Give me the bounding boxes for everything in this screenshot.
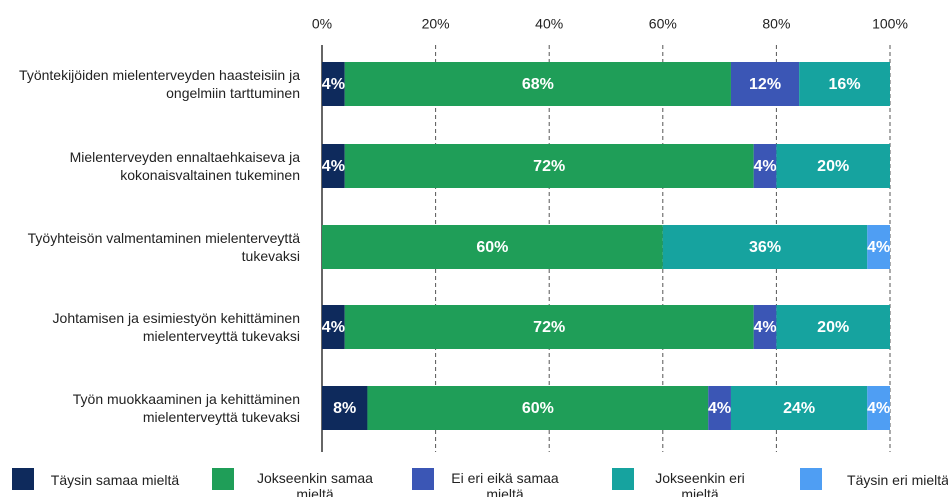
x-tick-label: 40% xyxy=(535,16,563,32)
category-label: Työyhteisön valmentaminen mielenterveytt… xyxy=(27,230,300,264)
bar-segment xyxy=(367,386,709,430)
legend-label: Ei eri eikä samaa mieltä xyxy=(451,470,559,497)
bar-segment xyxy=(344,305,754,349)
legend-label: Jokseenkin samaa mieltä xyxy=(257,470,373,497)
legend-label: Jokseenkin eri mieltä xyxy=(655,470,745,497)
bar-segment xyxy=(799,62,890,106)
value-label: 16% xyxy=(829,76,861,93)
value-label: 4% xyxy=(867,239,890,256)
category-label: Työn muokkaaminen ja kehittäminen mielen… xyxy=(72,391,300,425)
bar-segment xyxy=(322,62,345,106)
legend-swatch xyxy=(612,468,634,490)
legend-label: Täysin samaa mieltä xyxy=(50,472,180,488)
x-tick-label: 20% xyxy=(422,16,450,32)
bar-segment xyxy=(867,386,890,430)
value-label: 60% xyxy=(476,239,508,256)
bar-segment xyxy=(753,305,777,349)
value-label: 24% xyxy=(783,400,815,417)
value-label: 20% xyxy=(817,319,849,336)
value-label: 4% xyxy=(322,319,345,336)
bar-segment xyxy=(867,225,890,269)
bar-segment xyxy=(344,62,731,106)
bar-segment xyxy=(322,305,345,349)
legend-swatch xyxy=(412,468,434,490)
value-label: 4% xyxy=(753,319,776,336)
bar-segment xyxy=(730,386,868,430)
bar-segment xyxy=(322,225,663,269)
value-label: 20% xyxy=(817,158,849,175)
x-tick-label: 60% xyxy=(649,16,677,32)
category-label: Johtamisen ja esimiestyön kehittäminen m… xyxy=(52,310,300,344)
value-label: 4% xyxy=(753,158,776,175)
bar-segment xyxy=(322,386,368,430)
value-label: 60% xyxy=(522,400,554,417)
value-label: 72% xyxy=(533,158,565,175)
bar-segment xyxy=(662,225,868,269)
legend-swatch xyxy=(12,468,34,490)
bar-segment xyxy=(776,144,890,188)
legend-swatch xyxy=(800,468,822,490)
bar-segment xyxy=(708,386,731,430)
value-label: 8% xyxy=(333,400,356,417)
bar-segment xyxy=(322,144,345,188)
legend-swatch xyxy=(212,468,234,490)
x-tick-label: 80% xyxy=(762,16,790,32)
bar-segment xyxy=(776,305,890,349)
value-label: 68% xyxy=(522,76,554,93)
legend-label: Täysin eri mieltä xyxy=(847,472,948,488)
value-label: 4% xyxy=(708,400,731,417)
value-label: 72% xyxy=(533,319,565,336)
category-label: Mielenterveyden ennaltaehkaiseva ja koko… xyxy=(69,149,300,183)
x-tick-label: 100% xyxy=(872,16,908,32)
value-label: 12% xyxy=(749,76,781,93)
value-label: 4% xyxy=(322,76,345,93)
category-label: Työntekijöiden mielenterveyden haasteisi… xyxy=(19,67,300,101)
value-label: 4% xyxy=(867,400,890,417)
value-label: 4% xyxy=(322,158,345,175)
bar-segment xyxy=(753,144,777,188)
value-label: 36% xyxy=(749,239,781,256)
bar-segment xyxy=(344,144,754,188)
x-tick-label: 0% xyxy=(312,16,332,32)
bar-segment xyxy=(730,62,800,106)
